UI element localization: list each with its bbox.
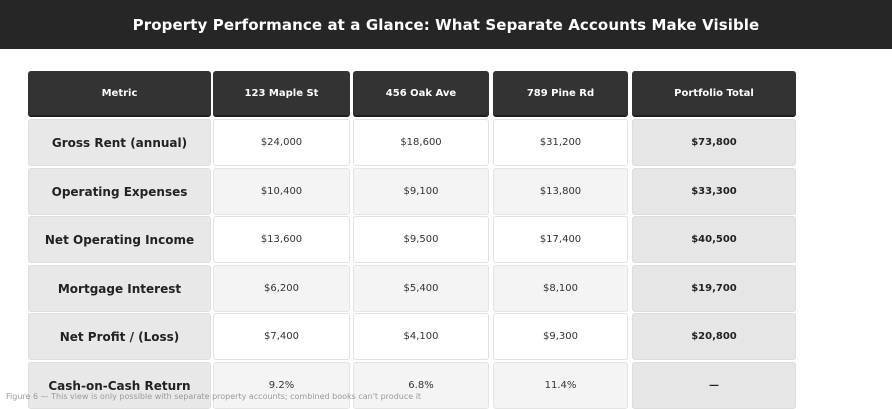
table-cell-value: $31,200 xyxy=(493,119,628,166)
row-metric-label: Gross Rent (annual) xyxy=(28,119,211,166)
table-cell-value: $18,600 xyxy=(353,119,489,166)
portfolio-total-cell: $33,300 xyxy=(632,168,796,215)
column-header: Portfolio Total xyxy=(632,71,796,117)
table-cell-value: $9,100 xyxy=(353,168,489,215)
table-cell-value: $9,500 xyxy=(353,216,489,263)
column-header: 789 Pine Rd xyxy=(493,71,628,117)
column-header: 456 Oak Ave xyxy=(353,71,489,117)
table-cell-value: $5,400 xyxy=(353,265,489,312)
row-metric-label: Mortgage Interest xyxy=(28,265,211,312)
table-cell-value: $7,400 xyxy=(213,313,350,360)
portfolio-total-cell: $20,800 xyxy=(632,313,796,360)
portfolio-total-cell: $19,700 xyxy=(632,265,796,312)
column-header: Metric xyxy=(28,71,211,117)
row-metric-label: Operating Expenses xyxy=(28,168,211,215)
table-cell-value: 6.8% xyxy=(353,362,489,409)
table-cell-value: 9.2% xyxy=(213,362,350,409)
portfolio-total-cell: $40,500 xyxy=(632,216,796,263)
chart-title: Property Performance at a Glance: What S… xyxy=(0,0,892,49)
table-cell-value: $4,100 xyxy=(353,313,489,360)
table-cell-value: $17,400 xyxy=(493,216,628,263)
table-cell-value: 11.4% xyxy=(493,362,628,409)
table-cell-value: $8,100 xyxy=(493,265,628,312)
table-cell-value: $13,600 xyxy=(213,216,350,263)
table-cell-value: $9,300 xyxy=(493,313,628,360)
portfolio-total-cell: $73,800 xyxy=(632,119,796,166)
figure-caption: Figure 6 — This view is only possible wi… xyxy=(6,392,422,401)
row-metric-label: Cash-on-Cash Return xyxy=(28,362,211,409)
table-cell-value: $24,000 xyxy=(213,119,350,166)
column-header: 123 Maple St xyxy=(213,71,350,117)
row-metric-label: Net Operating Income xyxy=(28,216,211,263)
table-cell-value: $13,800 xyxy=(493,168,628,215)
table-cell-value: $6,200 xyxy=(213,265,350,312)
row-metric-label: Net Profit / (Loss) xyxy=(28,313,211,360)
table-cell-value: $10,400 xyxy=(213,168,350,215)
portfolio-total-cell: — xyxy=(632,362,796,409)
